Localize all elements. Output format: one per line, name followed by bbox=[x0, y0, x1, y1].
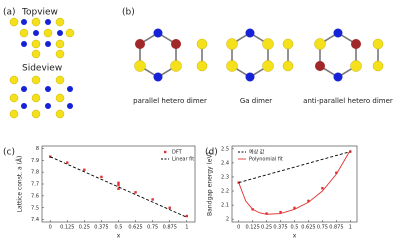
x-tick-label: 0.875 bbox=[163, 225, 177, 231]
x-tick-label: 0.75 bbox=[317, 225, 328, 231]
y-tick-label: 8 bbox=[36, 146, 39, 152]
y-axis-label: Bandgap energy (eV) bbox=[207, 152, 214, 216]
data-point bbox=[134, 191, 137, 194]
y-tick-label: 2.4 bbox=[221, 160, 229, 166]
caption: Ga dimer bbox=[240, 97, 272, 105]
series-line bbox=[238, 149, 351, 215]
x-tick-label: 0 bbox=[237, 225, 240, 231]
x-tick-label: 0.875 bbox=[329, 225, 343, 231]
x-tick-label: 0.75 bbox=[147, 225, 158, 231]
series-line bbox=[238, 151, 351, 184]
dimer-diagrams bbox=[134, 28, 384, 82]
legend-label: Polynomial fit bbox=[249, 157, 283, 163]
x-tick-label: 0.125 bbox=[60, 225, 74, 231]
panel-label: (b) bbox=[122, 8, 135, 18]
subtitle: Topview bbox=[21, 8, 58, 18]
topview-atoms bbox=[9, 17, 75, 59]
x-tick-label: 0.25 bbox=[261, 225, 272, 231]
data-point bbox=[293, 206, 296, 210]
y-axis-label: Lattice const. a (Å) bbox=[17, 156, 24, 213]
sideview-atoms bbox=[9, 75, 73, 119]
legend-label: 예상 값 bbox=[249, 149, 265, 156]
legend-label: DFT bbox=[172, 150, 183, 156]
legend-label: Linear fit bbox=[172, 157, 194, 163]
data-point bbox=[185, 214, 189, 218]
data-point bbox=[66, 161, 69, 164]
caption: parallel hetero dimer bbox=[133, 97, 207, 105]
series-line bbox=[50, 156, 187, 218]
data-point bbox=[265, 212, 268, 215]
y-tick-label: 2.3 bbox=[221, 174, 229, 180]
y-tick-label: 7.8 bbox=[31, 170, 39, 176]
data-point bbox=[100, 175, 103, 179]
caption: anti-parallel hetero dimer bbox=[303, 97, 393, 105]
data-point bbox=[349, 150, 352, 153]
data-point bbox=[117, 183, 120, 187]
data-point bbox=[151, 198, 154, 201]
y-tick-label: 2.1 bbox=[221, 203, 229, 209]
x-tick-label: 0.625 bbox=[128, 225, 142, 231]
data-point bbox=[335, 171, 338, 174]
data-point bbox=[321, 187, 324, 190]
x-tick-label: 0.125 bbox=[245, 225, 259, 231]
x-axis-label: x bbox=[117, 233, 121, 240]
x-tick-label: 0.25 bbox=[79, 225, 90, 231]
x-axis-label: x bbox=[293, 233, 297, 240]
y-tick-label: 2 bbox=[226, 217, 229, 223]
data-point bbox=[117, 187, 120, 190]
panel-label: (c) bbox=[3, 148, 15, 158]
legend-symbol bbox=[164, 150, 167, 154]
y-tick-label: 7.5 bbox=[31, 205, 39, 211]
data-point bbox=[307, 199, 310, 203]
x-tick-label: 0.625 bbox=[301, 225, 315, 231]
x-tick-label: 0 bbox=[49, 225, 52, 231]
x-tick-label: 1 bbox=[185, 225, 188, 231]
data-point bbox=[279, 210, 282, 214]
data-point bbox=[168, 206, 171, 209]
panel-label: (d) bbox=[205, 148, 218, 158]
y-tick-label: 7.4 bbox=[31, 217, 39, 223]
y-tick-label: 2.5 bbox=[221, 146, 229, 152]
subtitle: Sideview bbox=[22, 64, 62, 74]
data-point bbox=[117, 181, 120, 185]
x-tick-label: 0.375 bbox=[94, 225, 108, 231]
x-tick-label: 1 bbox=[349, 225, 352, 231]
y-tick-label: 7.9 bbox=[31, 158, 39, 164]
y-tick-label: 7.6 bbox=[31, 193, 39, 199]
x-tick-label: 0.5 bbox=[291, 225, 299, 231]
x-tick-label: 0.375 bbox=[273, 225, 287, 231]
data-point bbox=[83, 168, 86, 171]
y-tick-label: 2.2 bbox=[221, 189, 229, 195]
panel-label: (a) bbox=[3, 8, 16, 18]
y-tick-label: 7.7 bbox=[31, 182, 39, 188]
x-tick-label: 0.5 bbox=[115, 225, 123, 231]
